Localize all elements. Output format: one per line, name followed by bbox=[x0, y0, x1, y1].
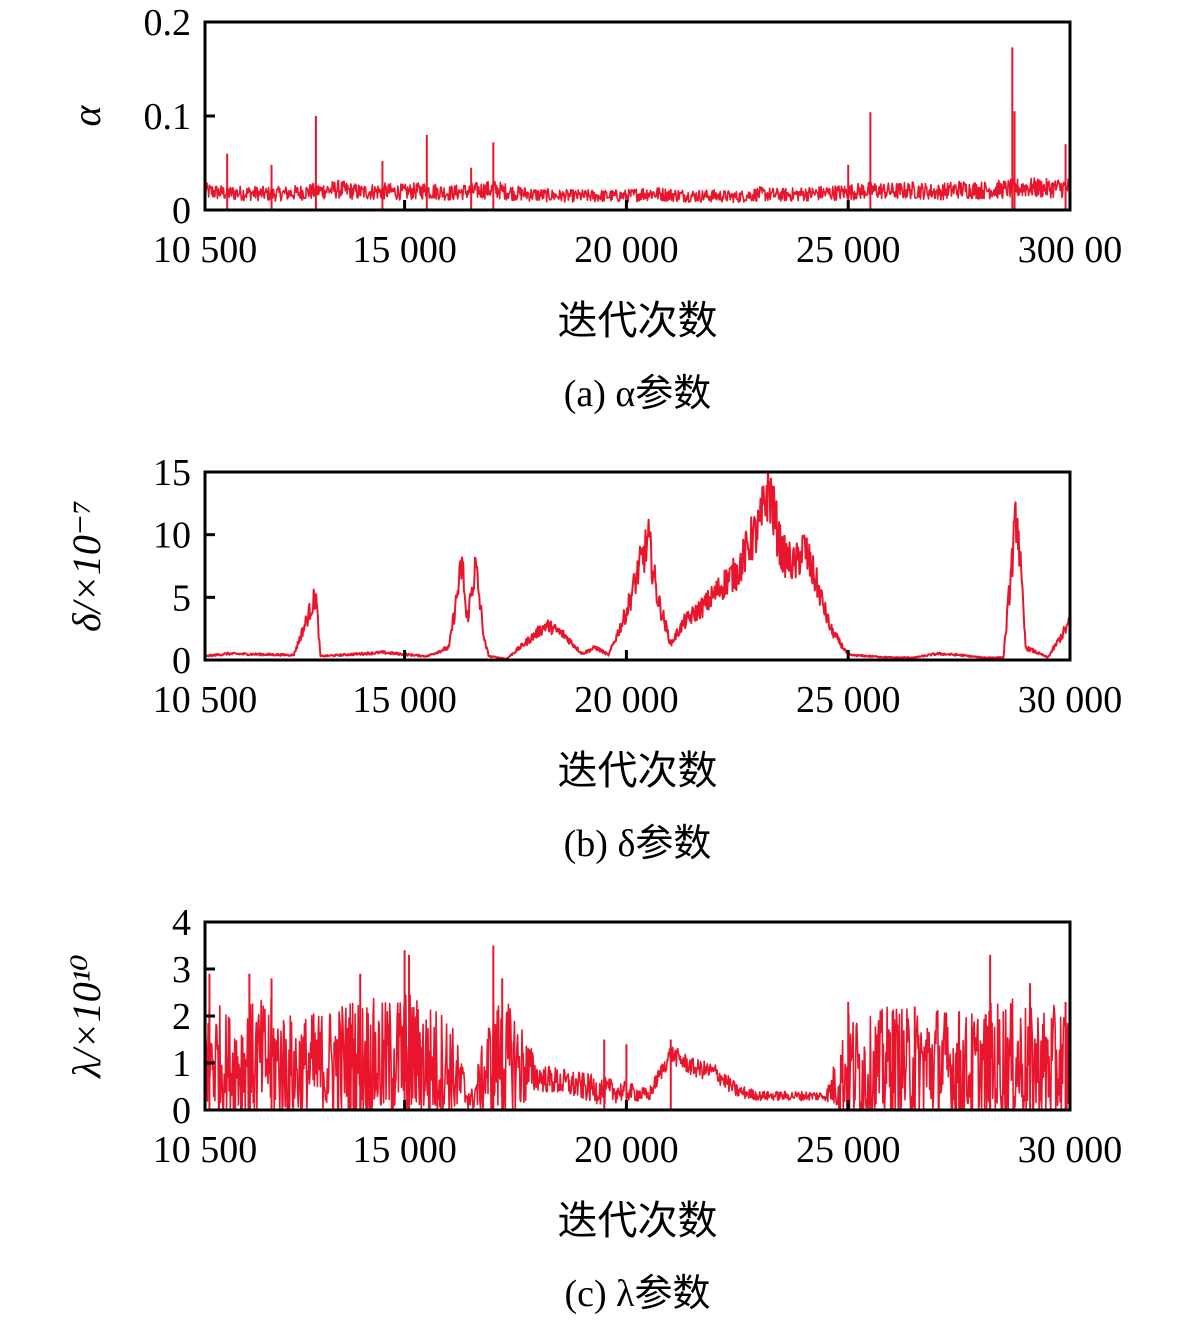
chart-svg: 0 1 2 3 4 10 500 15 000 20 000 25 000 30 000 λ/×10… bbox=[64, 902, 1123, 1315]
x-tick-label: 25 000 bbox=[796, 229, 901, 271]
series-line bbox=[204, 471, 1071, 660]
y-tick-label: 15 bbox=[153, 452, 191, 494]
y-tick-label: 3 bbox=[172, 949, 191, 991]
panel-delta: 0 5 10 15 10 500 15 000 20 000 25 000 30 000 δ/×1… bbox=[0, 450, 1181, 890]
panel-caption: (c) λ参数 bbox=[564, 1273, 710, 1315]
y-axis-label: α bbox=[64, 105, 109, 127]
x-tick-label: 10 500 bbox=[153, 229, 258, 271]
x-tick-label: 25 000 bbox=[796, 679, 901, 721]
x-axis-label: 迭代次数 bbox=[558, 298, 718, 343]
y-tick-label: 0 bbox=[172, 1090, 191, 1132]
y-tick-label: 1 bbox=[172, 1043, 191, 1085]
x-axis-label: 迭代次数 bbox=[558, 748, 718, 793]
x-tick-label: 15 000 bbox=[352, 679, 457, 721]
y-axis-label: δ/×10⁻⁷ bbox=[64, 500, 109, 632]
x-tick-label: 15 000 bbox=[352, 229, 457, 271]
panel-lambda: 0 1 2 3 4 10 500 15 000 20 000 25 000 30 000 λ/×10… bbox=[0, 900, 1181, 1321]
x-tick-label: 10 500 bbox=[153, 679, 258, 721]
x-tick-label: 20 000 bbox=[574, 1129, 679, 1171]
y-axis-label: λ/×10¹⁰ bbox=[64, 954, 109, 1078]
y-tick-label: 2 bbox=[172, 996, 191, 1038]
x-tick-label: 30 000 bbox=[1018, 679, 1123, 721]
x-tick-label: 15 000 bbox=[352, 1129, 457, 1171]
x-tick-label: 300 00 bbox=[1018, 229, 1123, 271]
series-line bbox=[204, 994, 1071, 1110]
x-axis-label: 迭代次数 bbox=[558, 1198, 718, 1243]
panel-caption: (a) α参数 bbox=[564, 373, 712, 415]
y-tick-label: 4 bbox=[172, 902, 191, 944]
x-tick-label: 30 000 bbox=[1018, 1129, 1123, 1171]
y-tick-label: 10 bbox=[153, 515, 191, 557]
series-line bbox=[204, 177, 1071, 204]
panel-alpha: 0 0.1 0.2 10 500 15 000 20 000 25 000 300 00 α 迭代… bbox=[0, 0, 1181, 440]
chart-svg: 0 5 10 15 10 500 15 000 20 000 25 000 30 000 δ/×1… bbox=[64, 452, 1123, 865]
x-tick-label: 25 000 bbox=[796, 1129, 901, 1171]
x-tick-label: 20 000 bbox=[574, 229, 679, 271]
y-tick-label: 0.2 bbox=[144, 2, 192, 44]
panel-caption: (b) δ参数 bbox=[564, 823, 712, 865]
y-tick-label: 0.1 bbox=[144, 96, 192, 138]
y-tick-label: 5 bbox=[172, 577, 191, 619]
y-tick-label: 0 bbox=[172, 640, 191, 682]
chart-svg: 0 0.1 0.2 10 500 15 000 20 000 25 000 300 00 α 迭代… bbox=[64, 2, 1123, 415]
y-tick-label: 0 bbox=[172, 190, 191, 232]
x-tick-label: 20 000 bbox=[574, 679, 679, 721]
plot-frame-overlay bbox=[203, 470, 1072, 662]
x-tick-label: 10 500 bbox=[153, 1129, 258, 1171]
